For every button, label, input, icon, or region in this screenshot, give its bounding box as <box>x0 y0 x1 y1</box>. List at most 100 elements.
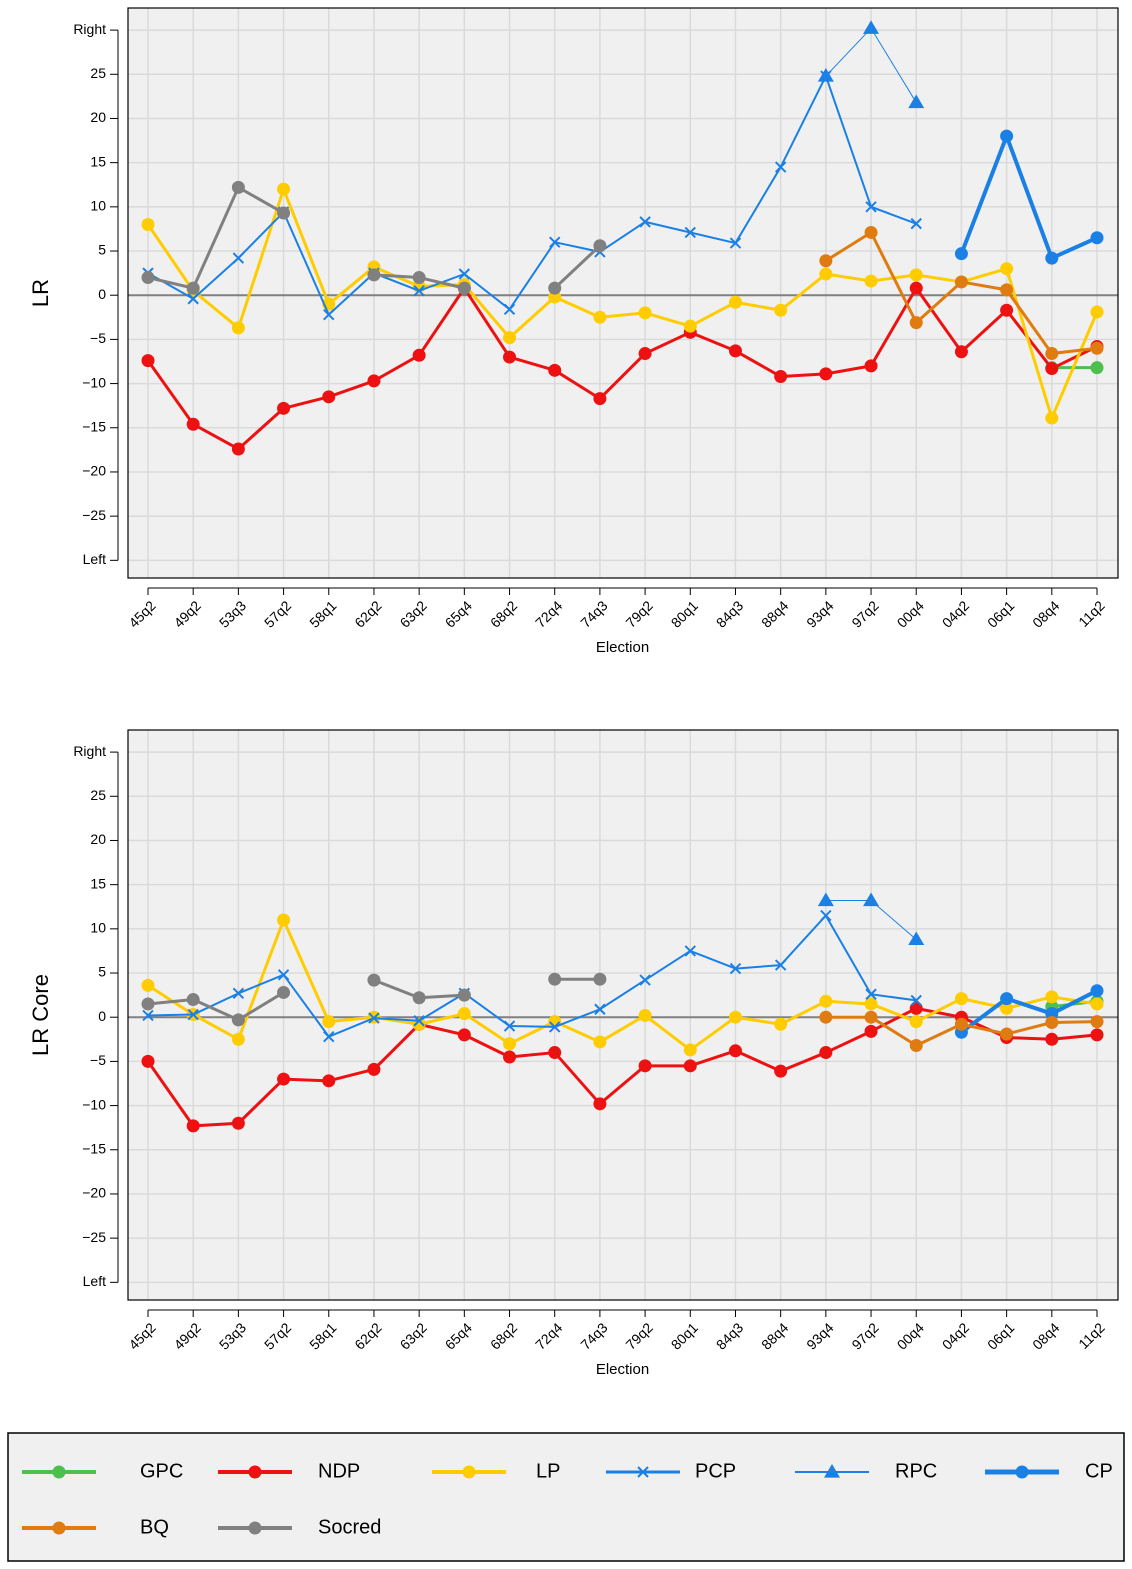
marker <box>367 973 381 987</box>
marker <box>323 308 335 321</box>
marker <box>863 892 880 907</box>
marker <box>864 274 878 288</box>
marker <box>186 1119 200 1133</box>
y-tick-label: 0 <box>98 1008 106 1024</box>
x-tick-label: 45q2 <box>125 1319 158 1352</box>
marker <box>593 239 607 253</box>
marker <box>909 316 923 330</box>
marker <box>819 1046 833 1060</box>
marker <box>367 374 381 388</box>
marker <box>909 1038 923 1052</box>
marker <box>367 1062 381 1076</box>
legend-label: RPC <box>895 1460 937 1482</box>
x-tick-label: 08q4 <box>1029 597 1062 630</box>
marker <box>549 236 561 248</box>
marker <box>1090 1028 1104 1042</box>
marker <box>503 331 517 345</box>
y-tick-label: 20 <box>90 831 106 847</box>
marker <box>186 281 200 295</box>
marker <box>1000 283 1014 297</box>
marker <box>232 252 245 264</box>
marker <box>277 913 291 927</box>
marker <box>503 303 516 316</box>
marker <box>639 216 651 228</box>
marker <box>729 237 742 249</box>
x-tick-label: 74q3 <box>577 597 610 630</box>
marker <box>1045 347 1059 361</box>
marker <box>864 359 878 373</box>
marker <box>728 1044 742 1058</box>
x-tick-label: 63q2 <box>397 597 430 630</box>
series <box>141 180 607 295</box>
marker <box>864 1010 878 1024</box>
marker <box>186 993 200 1007</box>
marker <box>684 226 696 239</box>
y-tick-label: Right <box>73 743 106 759</box>
x-axis-title: Election <box>596 1361 649 1378</box>
marker <box>637 1466 649 1478</box>
marker <box>954 1017 968 1031</box>
marker <box>367 268 381 282</box>
series-line <box>147 75 917 316</box>
marker <box>639 974 651 986</box>
marker <box>865 201 877 213</box>
marker <box>819 267 833 281</box>
marker <box>638 306 652 320</box>
series: RPC <box>817 892 925 946</box>
marker <box>231 442 245 456</box>
marker <box>548 972 562 986</box>
marker <box>863 20 880 34</box>
marker <box>1090 361 1104 375</box>
y-tick-label: −10 <box>82 374 106 390</box>
y-tick-label: −20 <box>82 1185 106 1201</box>
x-tick-label: 88q4 <box>758 597 791 630</box>
x-tick-label: 00q4 <box>894 597 927 630</box>
marker <box>457 281 471 295</box>
x-tick-label: 11q2 <box>1075 597 1108 630</box>
series-line: LP <box>147 918 1098 1052</box>
marker <box>864 1024 878 1038</box>
legend-label: GPC <box>140 1460 183 1482</box>
marker <box>462 1465 476 1479</box>
marker <box>248 1465 262 1479</box>
y-tick-label: −25 <box>82 507 106 523</box>
marker <box>1090 997 1104 1011</box>
x-tick-label: 63q2 <box>397 1319 430 1352</box>
y-tick-label: 5 <box>98 242 106 258</box>
legend-label: BQ <box>140 1516 169 1538</box>
x-tick-label: 97q2 <box>848 597 881 630</box>
marker <box>412 271 426 285</box>
marker <box>638 1059 652 1073</box>
y-tick-label: 10 <box>90 198 106 214</box>
marker <box>141 218 155 232</box>
marker <box>817 68 834 82</box>
series-line <box>146 187 1099 420</box>
marker <box>412 348 426 362</box>
plot-border <box>127 729 1119 1301</box>
marker <box>683 1043 697 1057</box>
marker <box>413 1015 425 1027</box>
marker <box>910 217 922 230</box>
marker <box>1045 1032 1059 1046</box>
marker <box>141 997 155 1011</box>
marker <box>548 1046 562 1060</box>
x-tick-label: 68q2 <box>487 1319 520 1352</box>
marker <box>817 892 834 907</box>
series: BQ <box>819 1010 1104 1052</box>
marker <box>865 988 877 1000</box>
marker <box>819 254 833 268</box>
marker <box>457 1007 471 1021</box>
marker <box>187 1008 199 1021</box>
series-line: CP <box>960 988 1098 1034</box>
x-tick-label: 53q3 <box>216 597 249 630</box>
marker <box>819 994 833 1008</box>
y-tick-label: −15 <box>82 418 106 434</box>
y-tick-label: 15 <box>90 153 106 169</box>
series-line <box>146 286 1098 451</box>
x-tick-label: 79q2 <box>622 597 655 630</box>
marker <box>729 962 742 975</box>
marker <box>593 1097 607 1111</box>
x-tick-label: 49q2 <box>171 597 204 630</box>
marker <box>322 1015 336 1029</box>
marker <box>1000 992 1014 1006</box>
